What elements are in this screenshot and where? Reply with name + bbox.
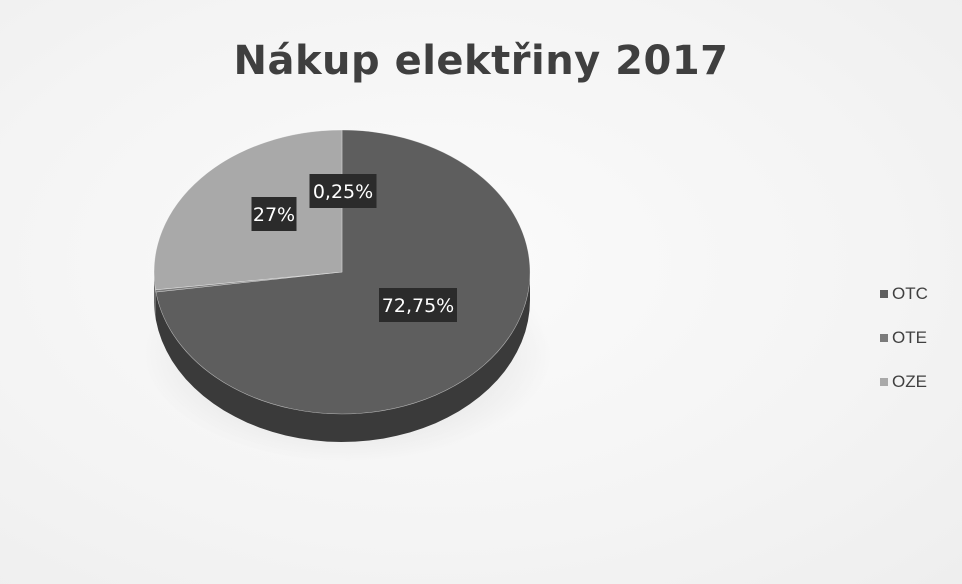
- legend-label-otc: OTC: [892, 284, 928, 303]
- pie-slice-otc: [155, 129, 531, 415]
- legend-swatch-otc: [880, 290, 888, 298]
- legend-label-oze: OZE: [892, 372, 927, 391]
- legend: OTC OTE OZE: [880, 282, 928, 414]
- legend-item-oze: OZE: [880, 370, 928, 394]
- legend-label-ote: OTE: [892, 328, 927, 347]
- chart-title: Nákup elektřiny 2017: [233, 38, 729, 84]
- data-label-otc: 72,75%: [382, 295, 454, 317]
- data-label-box-oze: [251, 197, 297, 231]
- legend-swatch-oze: [880, 378, 888, 386]
- data-label-box-ote: [309, 174, 377, 208]
- data-label-oze: 27%: [253, 204, 295, 226]
- data-label-ote: 0,25%: [313, 181, 373, 203]
- pie-slice-oze: [153, 129, 343, 291]
- pie-data-labels: 72,75% 0,25% 27%: [251, 174, 457, 322]
- legend-item-otc: OTC: [880, 282, 928, 306]
- pie-top: [153, 129, 531, 415]
- data-label-box-otc: [379, 288, 457, 322]
- legend-item-ote: OTE: [880, 326, 928, 350]
- pie-side-otc: [155, 272, 530, 442]
- legend-swatch-ote: [880, 334, 888, 342]
